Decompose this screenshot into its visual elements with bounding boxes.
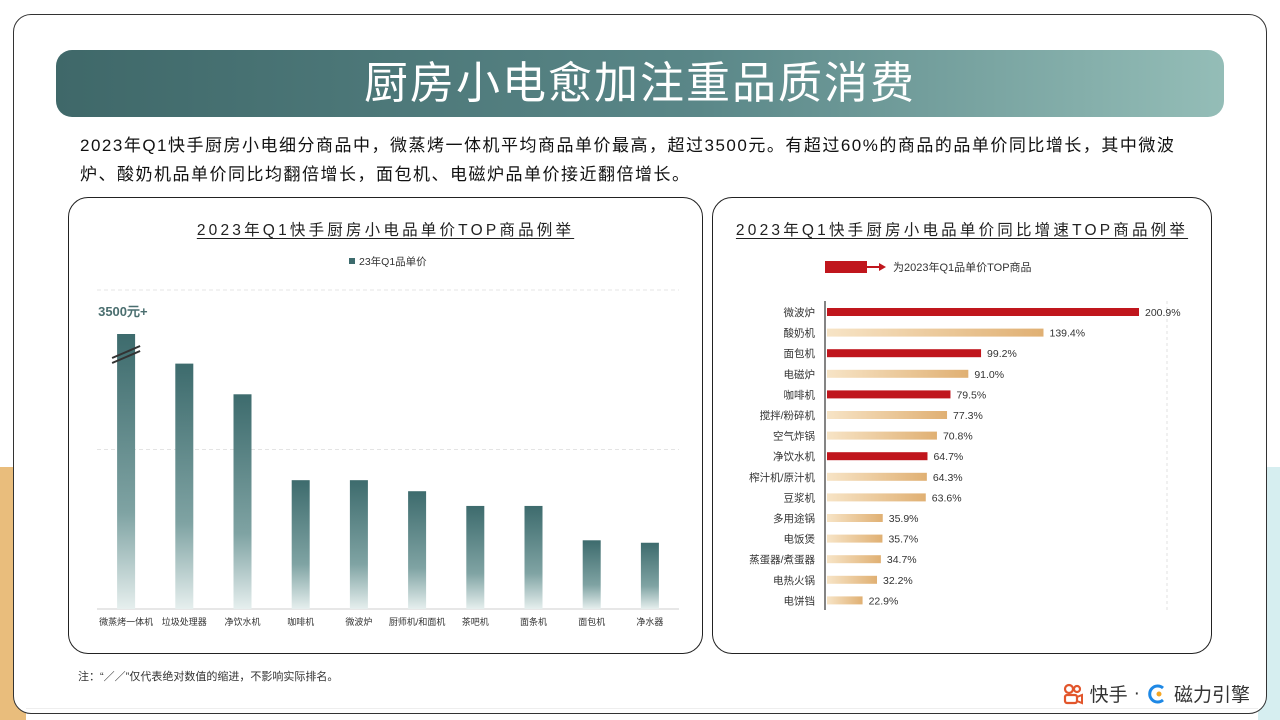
y-tick-label: 豆浆机 xyxy=(784,491,816,504)
x-tick-label: 净饮水机 xyxy=(224,616,260,627)
y-tick-label: 咖啡机 xyxy=(784,388,816,401)
y-tick-label: 微波炉 xyxy=(784,306,816,319)
bar xyxy=(827,349,982,358)
price-chart-title: 2023年Q1快手厨房小电品单价TOP商品例举 xyxy=(196,222,575,239)
data-label: 63.6% xyxy=(932,492,962,504)
axis-break-mark xyxy=(111,345,141,359)
y-tick-label: 净饮水机 xyxy=(773,450,815,463)
legend-label: 为2023年Q1品单价TOP商品 xyxy=(893,260,1032,274)
x-tick-label: 微波炉 xyxy=(345,616,372,627)
brand-logos: 快手 · 磁力引擎 xyxy=(1062,680,1250,707)
bar xyxy=(640,542,659,609)
x-tick-label: 茶吧机 xyxy=(462,616,489,627)
kuaishou-brand-text: 快手 xyxy=(1089,685,1128,706)
y-tick-label: 面包机 xyxy=(784,347,816,360)
axis-break-mark xyxy=(111,350,141,364)
y-tick-label: 空气炸锅 xyxy=(773,430,815,443)
bottom-divider xyxy=(26,708,1258,709)
x-tick-label: 微蒸烤一体机 xyxy=(99,616,153,627)
bar xyxy=(408,491,427,609)
bar xyxy=(827,328,1044,337)
data-label: 70.8% xyxy=(943,431,973,443)
data-label: 22.9% xyxy=(869,595,899,607)
bar xyxy=(827,390,951,399)
bar xyxy=(827,514,883,522)
page-title: 厨房小电愈加注重品质消费 xyxy=(364,59,916,108)
data-label: 64.3% xyxy=(933,472,963,484)
x-tick-label: 厨师机/和面机 xyxy=(389,616,446,627)
data-label: 91.0% xyxy=(974,369,1004,381)
bar xyxy=(233,394,252,609)
kuaishou-logo-icon xyxy=(1063,683,1083,704)
cili-logo-icon xyxy=(1148,684,1164,703)
y-tick-label: 电饭煲 xyxy=(784,533,816,546)
bar xyxy=(827,369,969,378)
bar xyxy=(291,480,310,609)
bar xyxy=(524,505,543,609)
bar xyxy=(827,575,878,584)
x-tick-label: 面条机 xyxy=(520,616,547,627)
data-label: 35.7% xyxy=(888,534,918,546)
brand-separator: · xyxy=(1133,682,1140,704)
legend-swatch xyxy=(825,261,867,273)
data-label: 77.3% xyxy=(953,410,983,422)
data-label: 35.9% xyxy=(889,513,919,525)
data-label: 139.4% xyxy=(1049,328,1085,340)
bar xyxy=(827,431,937,440)
bar xyxy=(827,411,948,419)
footnote: 注：“／／”仅代表绝对数值的缩进，不影响实际排名。 xyxy=(78,671,339,683)
y-tick-label: 电热火锅 xyxy=(773,574,815,587)
y-tick-label: 酸奶机 xyxy=(784,327,816,340)
bar xyxy=(827,472,927,481)
bar xyxy=(827,452,928,461)
data-label: 79.5% xyxy=(956,389,986,401)
x-tick-label: 净水器 xyxy=(636,616,663,627)
y-tick-label: 多用途锅 xyxy=(773,512,815,525)
y-tick-label: 搅拌/粉碎机 xyxy=(760,409,816,422)
bar xyxy=(827,493,926,502)
legend-arrow-head xyxy=(879,263,886,271)
data-label: 200.9% xyxy=(1145,307,1181,319)
bar xyxy=(827,534,883,543)
bar xyxy=(466,505,485,609)
y-tick-label: 电磁炉 xyxy=(784,368,816,381)
bar xyxy=(175,363,194,609)
title-banner: 厨房小电愈加注重品质消费 xyxy=(56,50,1224,117)
intro-paragraph: 2023年Q1快手厨房小电细分商品中，微蒸烤一体机平均商品单价最高，超过3500… xyxy=(80,136,1176,184)
bar xyxy=(827,308,1139,316)
y-tick-label: 蒸蛋器/煮蛋器 xyxy=(749,554,815,566)
bar xyxy=(349,480,368,609)
y-tick-label: 电饼铛 xyxy=(784,594,816,607)
legend-label: 23年Q1品单价 xyxy=(359,255,427,268)
x-tick-label: 垃圾处理器 xyxy=(162,616,207,627)
data-label: 34.7% xyxy=(887,554,917,566)
cili-brand-text: 磁力引擎 xyxy=(1173,685,1250,706)
x-tick-label: 咖啡机 xyxy=(287,616,314,627)
growth-chart-panel: 2023年Q1快手厨房小电品单价同比增速TOP商品例举 为2023年Q1品单价T… xyxy=(712,197,1212,654)
growth-chart-title: 2023年Q1快手厨房小电品单价同比增速TOP商品例举 xyxy=(735,222,1189,239)
legend-swatch xyxy=(349,258,355,264)
bar xyxy=(117,334,136,609)
bar xyxy=(582,540,601,609)
bar xyxy=(827,596,863,605)
data-annotation: 3500元+ xyxy=(98,304,148,319)
data-label: 32.2% xyxy=(883,575,913,587)
data-label: 64.7% xyxy=(933,451,963,463)
data-label: 99.2% xyxy=(987,348,1017,360)
x-tick-label: 面包机 xyxy=(578,616,605,627)
bar xyxy=(827,555,881,564)
price-chart-panel: 2023年Q1快手厨房小电品单价TOP商品例举 23年Q1品单价微蒸烤一体机 35… xyxy=(68,197,703,654)
y-tick-label: 榨汁机/原汁机 xyxy=(749,471,815,484)
